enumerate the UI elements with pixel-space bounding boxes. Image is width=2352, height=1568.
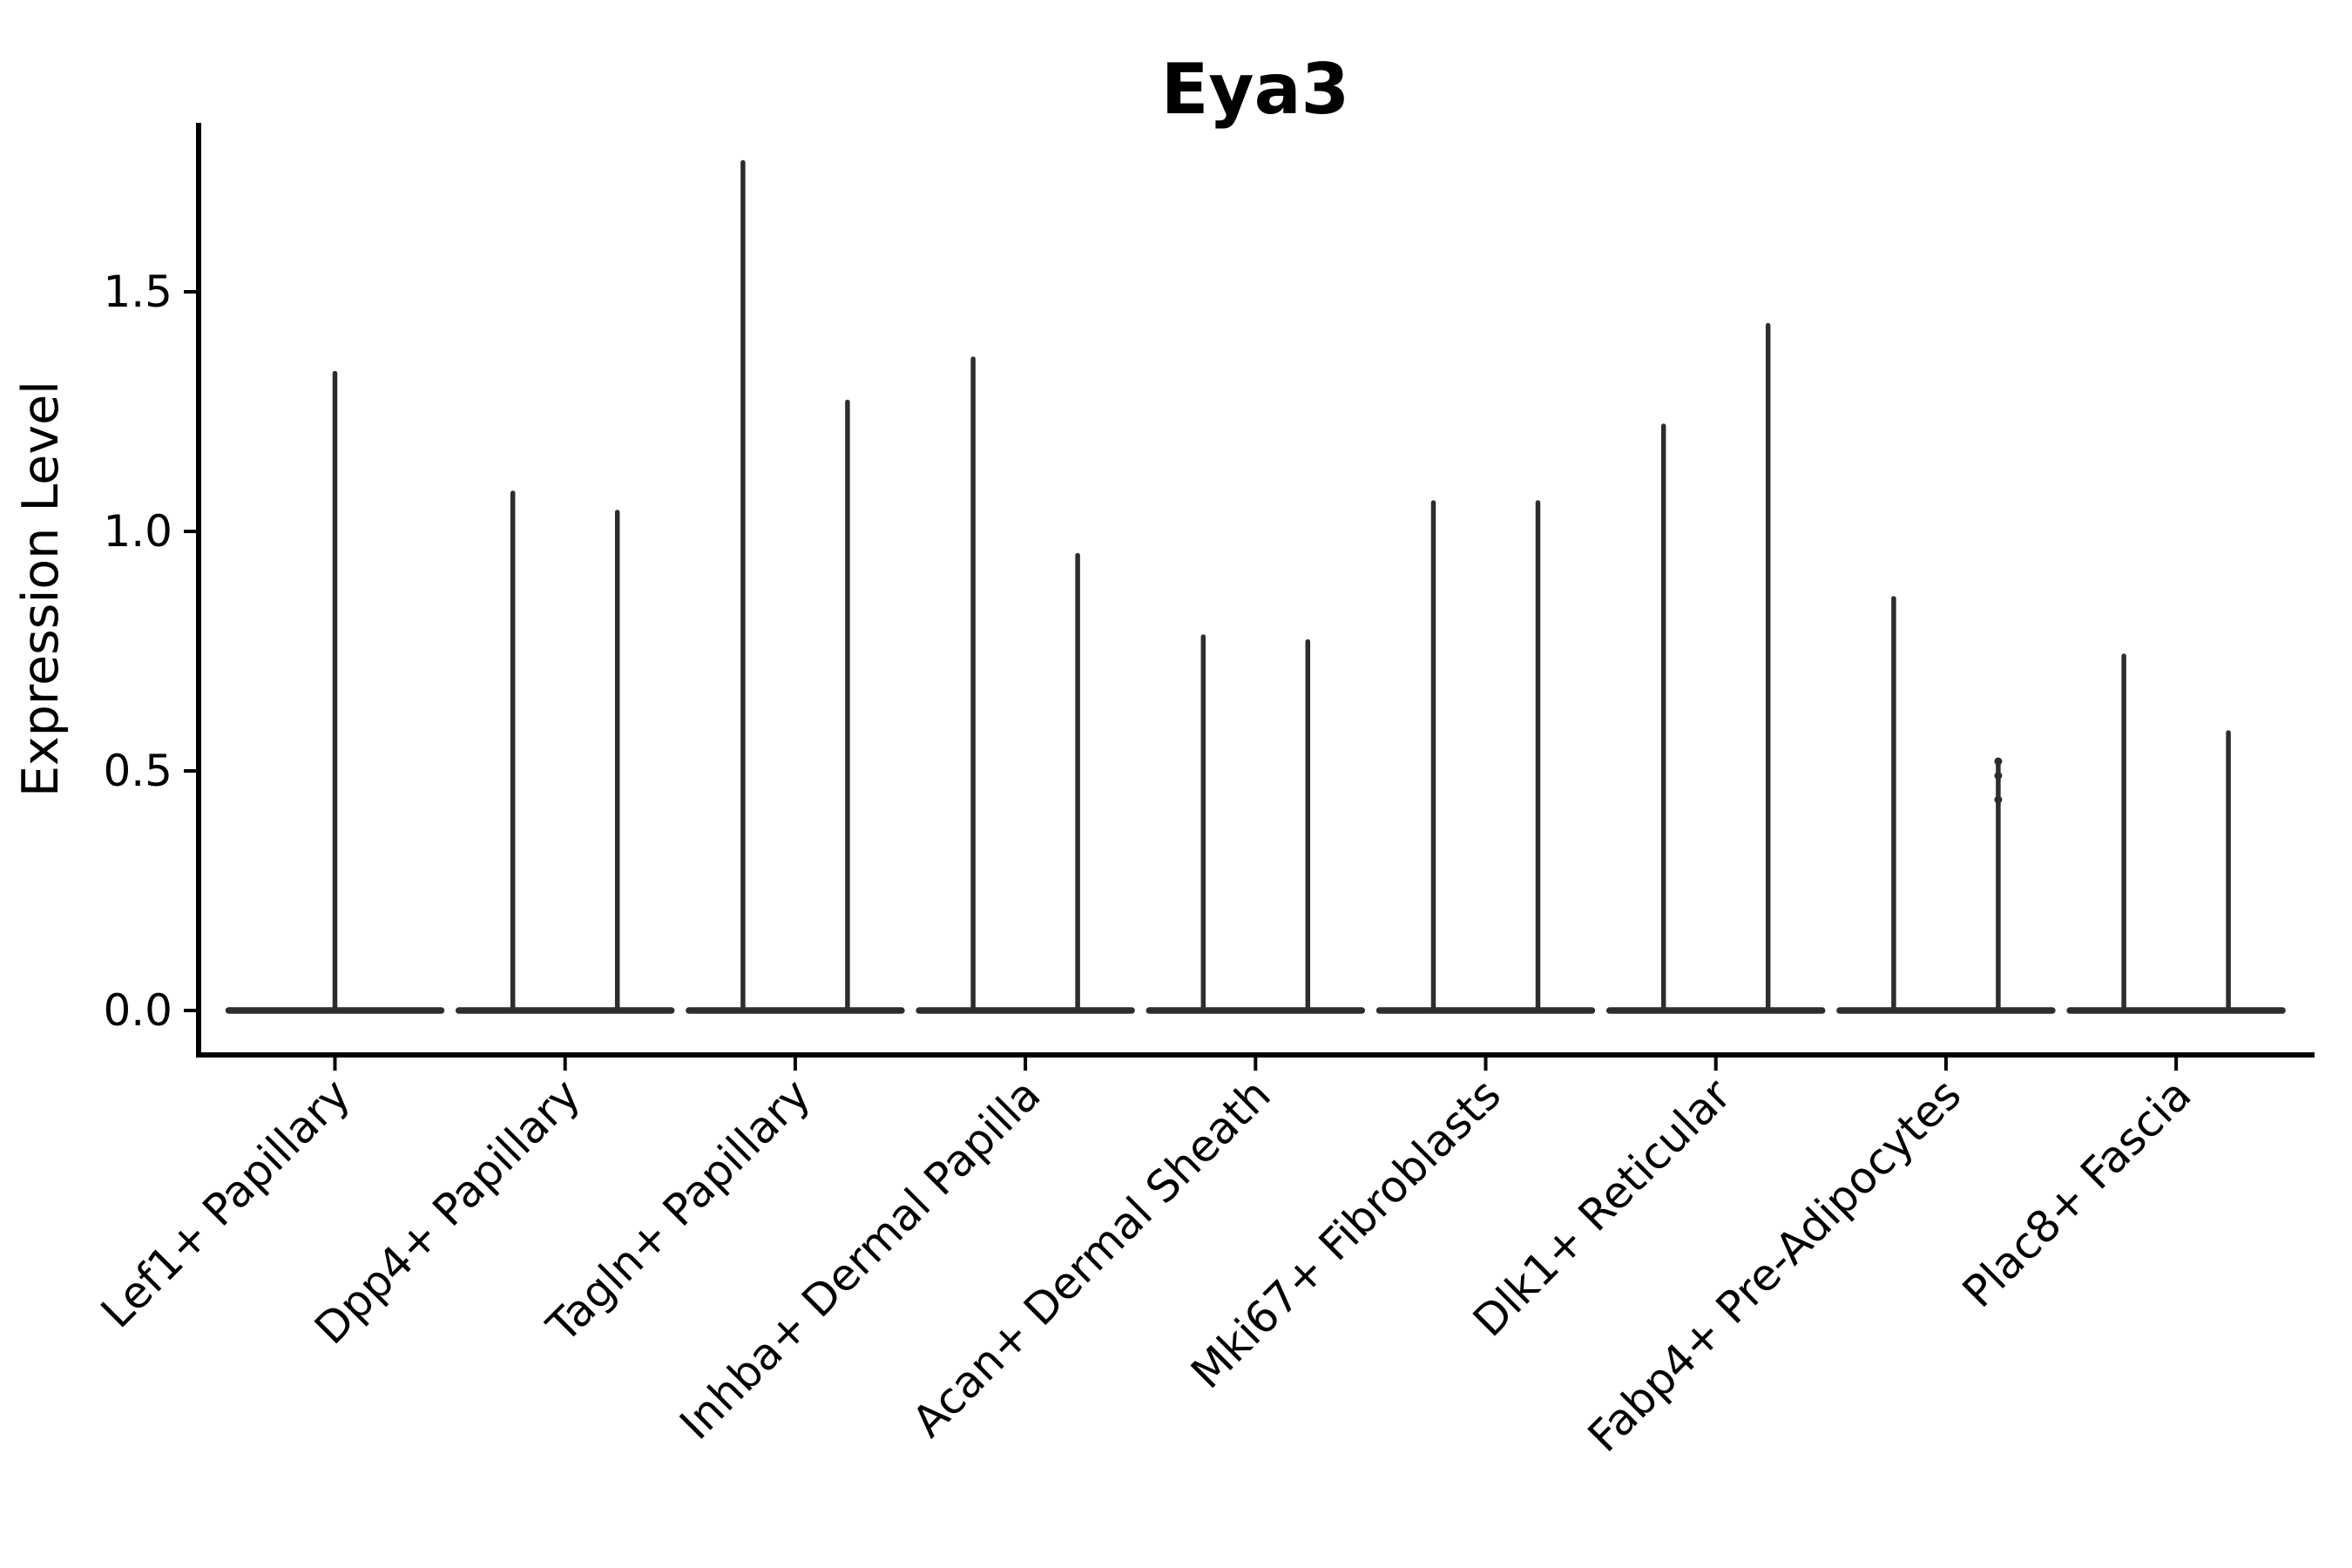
y-tick-label: 1.0 (103, 506, 172, 557)
x-category-label: Lef1+ Papillary (91, 1069, 360, 1337)
chart-title: Eya3 (1161, 49, 1349, 130)
y-tick-label: 1.5 (103, 267, 172, 317)
y-axis-title: Expression Level (12, 381, 70, 797)
jitter-point (1994, 795, 2003, 804)
x-category-label: Plac8+ Fascia (1953, 1069, 2201, 1317)
y-tick-label: 0.0 (103, 985, 172, 1036)
y-tick-label: 0.5 (103, 746, 172, 796)
jitter-point (1994, 772, 2003, 780)
jitter-point (1994, 757, 2003, 766)
x-category-label: Fabp4+ Pre-Adipocytes (1578, 1069, 1971, 1462)
